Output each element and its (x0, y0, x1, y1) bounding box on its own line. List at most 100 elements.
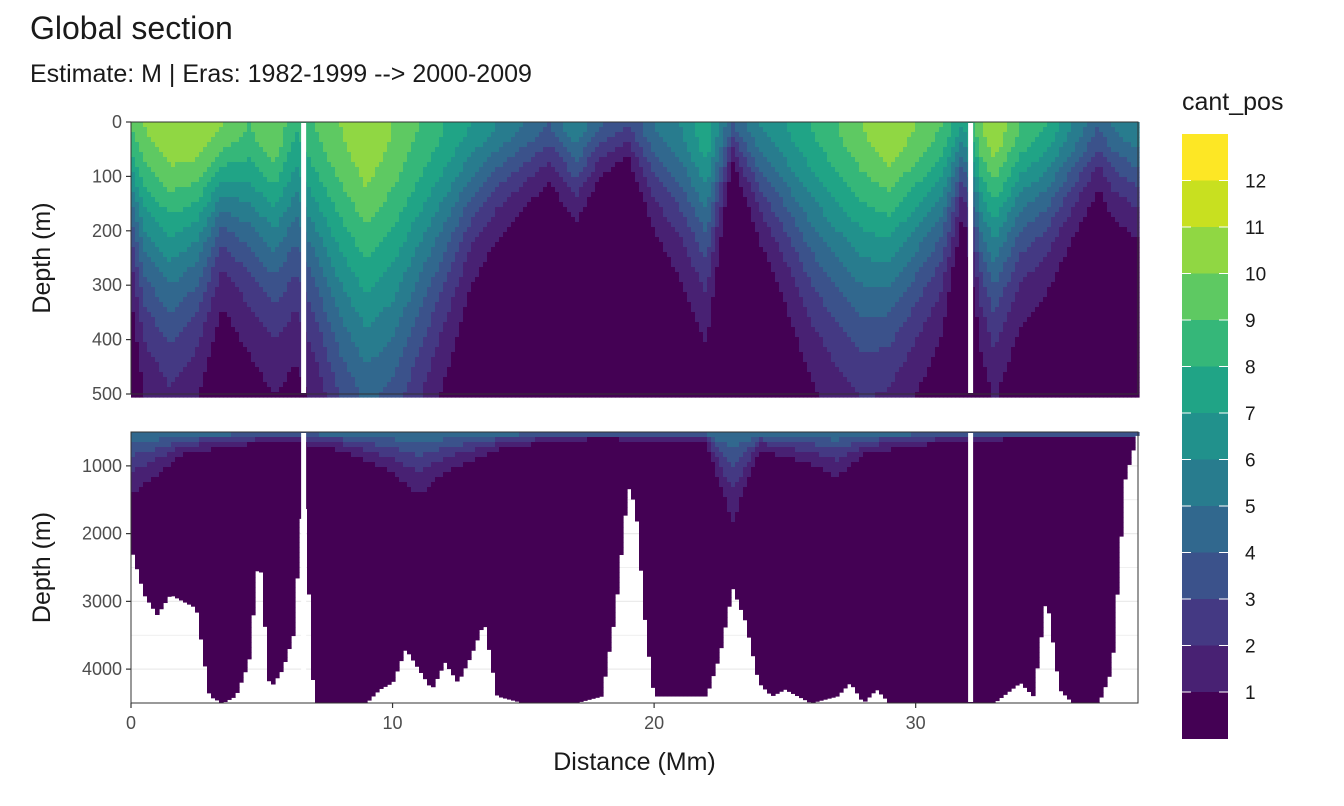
heat-cell (411, 327, 416, 333)
heat-cell (271, 317, 276, 323)
heat-cell (467, 242, 472, 248)
heat-cell (251, 217, 256, 223)
heat-cell (131, 387, 136, 393)
heat-cell (375, 302, 380, 308)
heat-cell (207, 277, 212, 283)
heat-cell (335, 317, 340, 323)
heat-cell (471, 342, 476, 348)
heat-cell (239, 272, 244, 278)
heat-cell (471, 257, 476, 263)
heat-cell (307, 162, 312, 168)
heat-cell (171, 337, 176, 343)
heat-cell (335, 242, 340, 248)
heat-cell (167, 182, 172, 188)
heat-cell (267, 247, 272, 253)
heat-cell (363, 282, 368, 288)
heat-cell (275, 292, 280, 298)
heat-cell (179, 222, 184, 228)
heat-cell (279, 197, 284, 203)
heat-cell (251, 127, 256, 133)
heat-cell (367, 317, 372, 323)
heat-cell (391, 382, 396, 388)
heat-cell (371, 262, 376, 268)
heat-cell (211, 367, 216, 373)
heat-cell (467, 312, 472, 318)
heat-cell (235, 122, 240, 128)
heat-cell (139, 192, 144, 198)
heat-cell (323, 327, 328, 333)
heat-cell (447, 247, 452, 253)
heat-cell (483, 357, 488, 363)
heat-cell (387, 202, 392, 208)
heat-cell (195, 317, 200, 323)
heat-cell (407, 362, 412, 368)
heat-cell (451, 312, 456, 318)
heat-cell (183, 167, 188, 173)
heat-cell (311, 257, 316, 263)
heat-cell (383, 157, 388, 163)
heat-cell (367, 332, 372, 338)
heat-cell (255, 357, 260, 363)
heat-cell (259, 227, 264, 233)
heat-cell (163, 162, 168, 168)
heat-cell (183, 177, 188, 183)
heat-cell (391, 302, 396, 308)
heat-cell (191, 337, 196, 343)
heat-cell (363, 372, 368, 378)
heat-cell (359, 357, 364, 363)
heat-cell (335, 257, 340, 263)
heat-cell (275, 127, 280, 133)
heat-cell (323, 347, 328, 353)
heat-cell (327, 317, 332, 323)
heat-cell (239, 217, 244, 223)
heat-cell (227, 302, 232, 308)
heat-cell (287, 197, 292, 203)
heat-cell (467, 132, 472, 138)
heat-cell (447, 237, 452, 243)
heat-cell (319, 227, 324, 233)
heat-cell (491, 157, 496, 163)
heat-cell (443, 232, 448, 238)
heat-cell (283, 287, 288, 293)
heat-cell (179, 287, 184, 293)
heat-cell (331, 387, 336, 393)
heat-cell (227, 387, 232, 393)
heat-cell (475, 177, 480, 183)
heat-cell (151, 372, 156, 378)
heat-cell (419, 172, 424, 178)
heat-cell (315, 222, 320, 228)
heat-cell (467, 307, 472, 313)
heat-cell (231, 317, 236, 323)
heat-cell (211, 252, 216, 258)
heat-cell (475, 232, 480, 238)
heat-cell (331, 202, 336, 208)
heat-cell (335, 272, 340, 278)
heat-cell (435, 212, 440, 218)
heat-cell (187, 257, 192, 263)
heat-cell (399, 262, 404, 268)
heat-cell (203, 162, 208, 168)
heat-cell (383, 172, 388, 178)
heat-cell (319, 147, 324, 153)
heat-cell (487, 357, 492, 363)
heat-cell (159, 372, 164, 378)
heat-cell (255, 157, 260, 163)
heat-cell (195, 252, 200, 258)
heat-cell (371, 207, 376, 213)
heat-cell (419, 337, 424, 343)
heat-cell (147, 212, 152, 218)
heat-cell (319, 182, 324, 188)
heat-cell (323, 247, 328, 253)
heat-cell (435, 372, 440, 378)
heat-cell (475, 217, 480, 223)
heat-cell (471, 237, 476, 243)
heat-cell (199, 122, 204, 128)
heat-cell (199, 147, 204, 153)
heat-cell (195, 272, 200, 278)
heat-cell (411, 172, 416, 178)
heat-cell (387, 177, 392, 183)
heat-cell (475, 387, 480, 393)
heat-cell (207, 162, 212, 168)
heat-cell (155, 372, 160, 378)
heat-cell (199, 152, 204, 158)
